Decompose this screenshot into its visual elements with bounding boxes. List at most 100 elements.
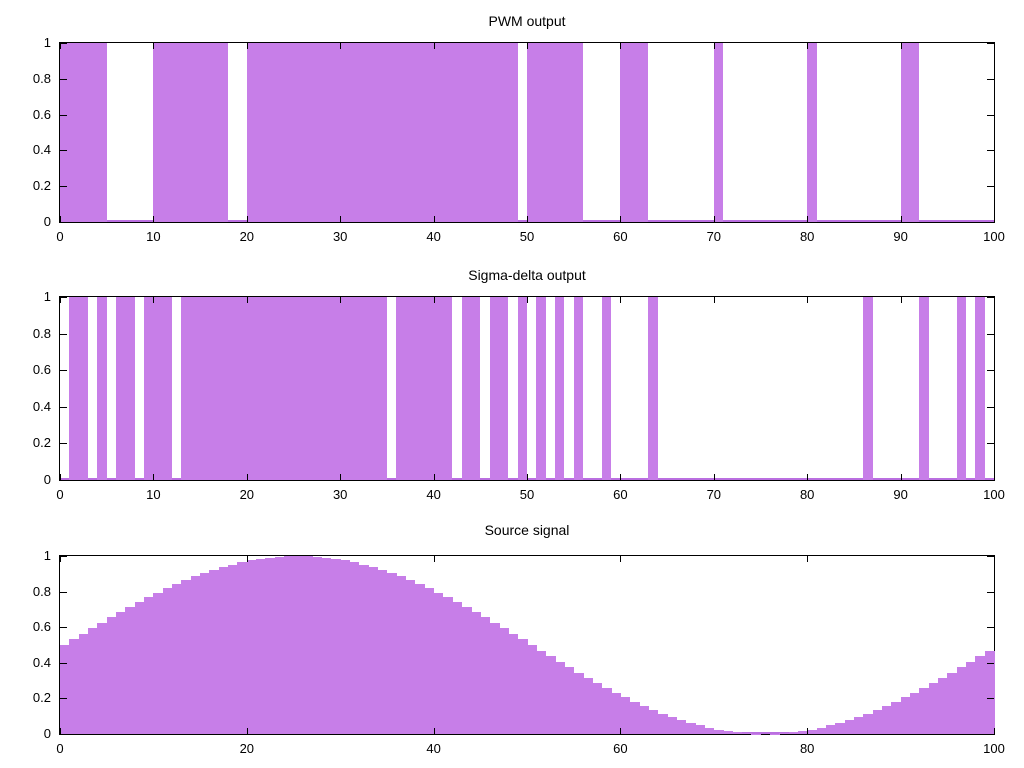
signal-on-bar	[489, 297, 509, 480]
y-tick-label: 0.2	[32, 690, 51, 706]
source-sample-box	[555, 661, 565, 734]
x-tick-mark	[433, 216, 435, 222]
x-tick-label: 0	[56, 229, 64, 244]
x-tick-mark	[527, 297, 528, 303]
source-sample-box	[284, 556, 295, 734]
source-sample-box	[489, 622, 500, 734]
source-sample-box	[153, 592, 164, 734]
x-tick-label: 60	[613, 487, 628, 502]
x-tick-mark	[60, 728, 61, 734]
pwm-plot-title: PWM output	[488, 13, 566, 29]
source-sample-box	[816, 727, 827, 734]
signal-on-bar	[60, 43, 107, 222]
source-sample-box	[330, 558, 341, 734]
source-sample-box	[144, 597, 154, 734]
y-tick-label: 0.4	[32, 398, 51, 414]
x-tick-mark	[620, 297, 622, 303]
source-sample-box	[340, 560, 351, 734]
y-tick-mark	[987, 150, 994, 152]
y-tick-mark	[987, 662, 994, 664]
y-tick-mark	[987, 333, 994, 335]
y-tick-mark	[987, 43, 994, 44]
source-sample-box	[60, 645, 70, 734]
source-sample-box	[536, 650, 547, 734]
x-tick-label: 20	[239, 487, 255, 502]
signal-on-bar	[97, 297, 107, 480]
y-tick-label: 0.4	[32, 654, 51, 670]
x-tick-mark	[807, 43, 809, 49]
source-sample-box	[723, 731, 734, 734]
source-sample-box	[246, 560, 257, 734]
x-tick-mark	[340, 474, 342, 480]
y-tick-mark	[60, 114, 67, 116]
y-tick-mark	[60, 556, 67, 557]
y-tick-label: 0.6	[32, 362, 51, 378]
x-tick-mark	[153, 216, 155, 222]
source-sample-box	[480, 617, 491, 734]
x-tick-mark	[60, 474, 61, 480]
x-tick-mark	[994, 474, 995, 480]
source-sample-box	[611, 692, 621, 734]
y-tick-mark	[987, 78, 994, 80]
x-tick-mark	[340, 216, 342, 222]
y-tick-label: 0.4	[32, 142, 51, 158]
signal-on-bar	[144, 297, 173, 480]
source-sample-box	[377, 569, 388, 734]
source-sample-box	[947, 672, 958, 734]
x-tick-mark	[60, 556, 61, 562]
y-tick-mark	[60, 186, 67, 188]
x-tick-label: 20	[239, 229, 255, 244]
source-sample-box	[452, 602, 463, 734]
y-tick-label: 0.8	[32, 70, 51, 86]
x-tick-label: 50	[519, 229, 535, 244]
x-tick-label: 10	[146, 229, 161, 244]
source-sample-box	[386, 572, 397, 734]
source-sample-box	[274, 556, 285, 734]
source-sample-box	[125, 607, 136, 734]
source-sample-box	[414, 584, 425, 734]
source-sample-box	[629, 701, 640, 734]
y-tick-mark	[60, 333, 67, 335]
y-tick-mark	[987, 222, 994, 223]
signal-on-bar	[956, 297, 966, 480]
source-sample-box	[517, 639, 528, 734]
x-tick-mark	[246, 556, 248, 562]
source-sample-box	[442, 597, 453, 734]
x-tick-label: 80	[799, 229, 815, 244]
source-sample-box	[825, 725, 836, 734]
source-sample-box	[648, 709, 659, 734]
x-tick-mark	[153, 297, 155, 303]
x-tick-mark	[994, 297, 995, 303]
signal-on-bar	[153, 43, 229, 222]
y-tick-mark	[987, 406, 994, 408]
x-tick-mark	[246, 43, 248, 49]
source-sample-box	[937, 677, 948, 734]
y-tick-mark	[987, 370, 994, 372]
x-tick-label: 40	[426, 487, 441, 502]
source-sample-box	[396, 576, 407, 734]
x-tick-mark	[807, 216, 809, 222]
source-sample-box	[405, 580, 416, 734]
signal-on-bar	[919, 297, 929, 480]
source-sample-box	[863, 713, 874, 734]
signal-on-bar	[807, 43, 817, 222]
signal-on-bar	[620, 43, 649, 222]
source-sample-box	[639, 705, 649, 734]
source-sample-box	[527, 645, 537, 734]
x-tick-mark	[433, 556, 435, 562]
source-sample-box	[909, 692, 920, 734]
y-tick-mark	[60, 443, 67, 445]
source-sample-box	[891, 701, 902, 734]
signal-on-bar	[900, 43, 920, 222]
x-tick-label: 100	[983, 487, 1005, 502]
y-tick-mark	[987, 480, 994, 481]
source-sample-box	[881, 705, 892, 734]
x-tick-mark	[807, 474, 809, 480]
x-tick-mark	[433, 474, 435, 480]
x-tick-mark	[807, 297, 809, 303]
x-tick-label: 0	[56, 487, 64, 502]
y-tick-label: 0	[43, 214, 51, 229]
x-tick-mark	[246, 474, 248, 480]
y-tick-mark	[60, 698, 67, 700]
x-tick-label: 100	[983, 741, 1005, 756]
